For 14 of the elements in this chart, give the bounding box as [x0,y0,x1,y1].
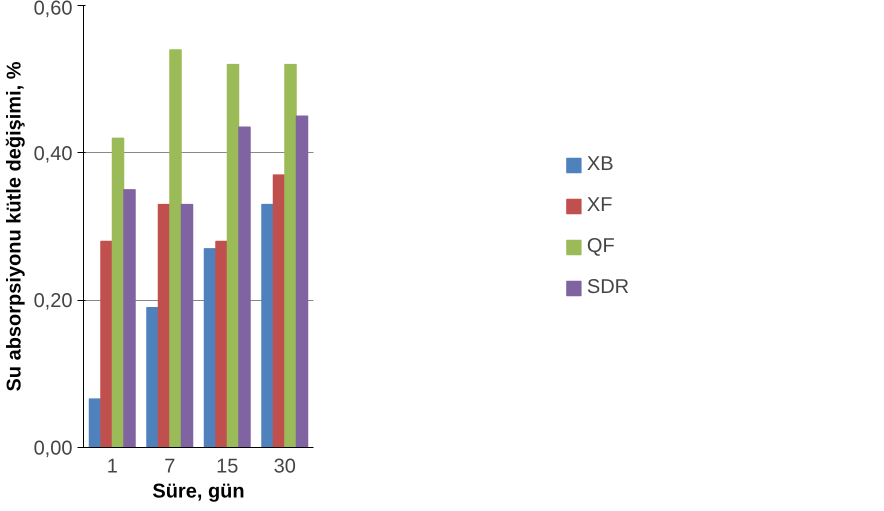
y-axis-title: Su absorpsiyonu kütle değişimi, % [4,61,26,392]
y-tick-label: 0,60 [34,0,73,20]
x-axis-title: Süre, gün [152,480,245,502]
y-tick-label: 0,40 [34,142,73,165]
x-tick-label: 30 [274,456,296,478]
x-tick-label: 7 [164,456,176,478]
legend-label: QF [586,235,615,258]
y-tick-label: 0,20 [34,290,73,312]
legend-label: XB [586,153,614,176]
legend-label: SDR [586,276,630,299]
x-tick-label: 1 [106,456,118,478]
y-tick-label: 0,00 [34,438,73,460]
legend-label: XF [586,194,612,217]
x-tick-label: 15 [216,456,238,478]
